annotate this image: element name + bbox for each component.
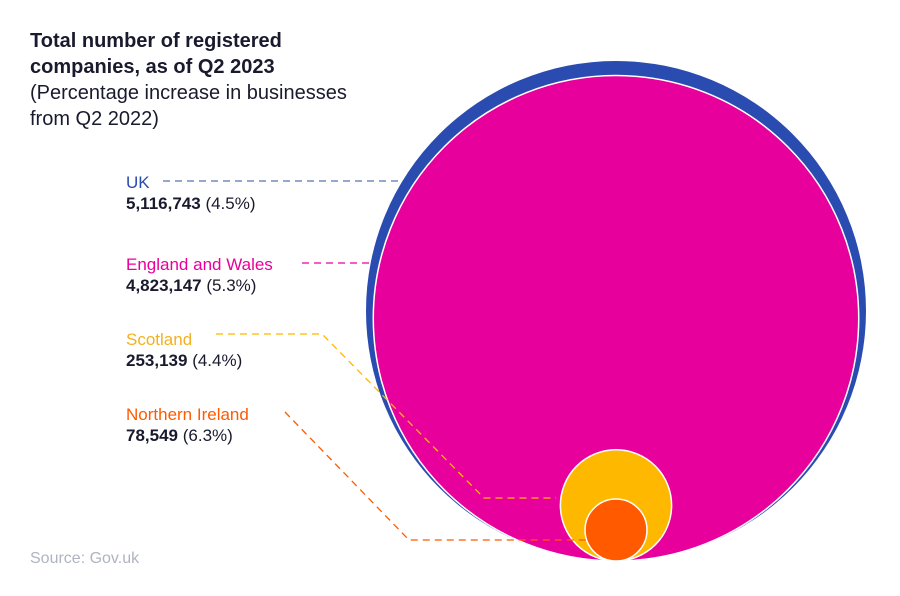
chart-title: Total number of registered companies, as… — [30, 30, 282, 78]
label-change: (4.4%) — [192, 351, 243, 370]
label-value: 5,116,743 — [126, 194, 201, 213]
label-name: Scotland — [126, 330, 193, 349]
label-uk: UK 5,116,743 (4.5%) — [126, 172, 256, 214]
label-name: Northern Ireland — [126, 405, 249, 424]
label-change: (6.3%) — [182, 426, 233, 445]
label-name: UK — [126, 173, 150, 192]
label-change: (4.5%) — [205, 194, 256, 213]
bubble-northern-ireland — [584, 498, 648, 562]
source-note: Source: Gov.uk — [30, 550, 140, 567]
label-change: (5.3%) — [206, 276, 257, 295]
label-northern-ireland: Northern Ireland 78,549 (6.3%) — [126, 404, 249, 446]
chart-subtitle: (Percentage increase in businesses from … — [30, 82, 347, 130]
label-value: 78,549 — [126, 426, 178, 445]
label-scotland: Scotland 253,139 (4.4%) — [126, 329, 242, 371]
label-value: 253,139 — [126, 351, 188, 370]
leader-line-scotland — [216, 333, 556, 499]
label-england-wales: England and Wales 4,823,147 (5.3%) — [126, 254, 273, 296]
label-value: 4,823,147 — [126, 276, 202, 295]
label-name: England and Wales — [126, 255, 273, 274]
